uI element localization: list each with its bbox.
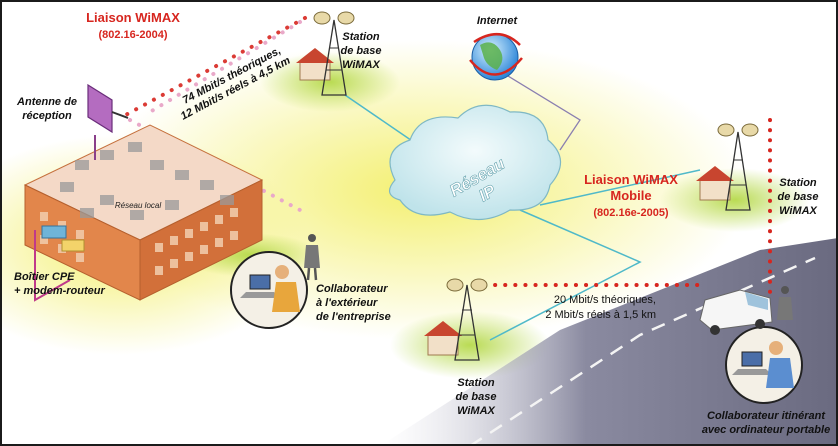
reception-antenna xyxy=(87,83,129,160)
mobile-link-title-line1: Liaison WiMAX xyxy=(584,172,678,187)
van xyxy=(699,289,773,335)
station-right-line2: de base xyxy=(778,191,819,203)
station-top-line1: Station xyxy=(342,31,380,43)
mobile-employee-line2: avec ordinateur portable xyxy=(702,424,830,436)
station-top-line3: WiMAX xyxy=(342,59,380,71)
office-building xyxy=(23,124,264,302)
ip-cloud xyxy=(389,104,562,221)
link-internet-ip xyxy=(494,67,581,151)
external-employee-line2: à l'extérieur xyxy=(316,297,378,309)
mobile-employee-line1: Collaborateur itinérant xyxy=(707,410,826,422)
base-station-top xyxy=(296,11,355,96)
station-bottom-line1: Station xyxy=(457,377,495,389)
cpe-label-line2: + modem-routeur xyxy=(14,285,105,297)
station-bottom-line3: WiMAX xyxy=(457,405,495,417)
station-right-glow xyxy=(660,168,810,232)
external-employee-line3: de l'entreprise xyxy=(316,311,391,323)
wimax-link-dots-light xyxy=(148,20,302,114)
base-station-right xyxy=(696,123,759,211)
local-network-label: Réseau local xyxy=(115,201,161,210)
base-station-bottom xyxy=(424,278,488,361)
station-top-glow xyxy=(260,52,400,112)
station-right-line3: WiMAX xyxy=(779,205,817,217)
link-ip-station-right xyxy=(539,169,701,206)
internet-label: Internet xyxy=(477,15,519,27)
station-top-line2: de base xyxy=(341,45,382,57)
mobile-rates-line1: 20 Mbit/s théoriques, xyxy=(554,294,656,306)
antenna-label-line2: réception xyxy=(22,110,72,122)
station-bottom-line2: de base xyxy=(456,391,497,403)
road xyxy=(380,238,838,446)
external-employee-line1: Collaborateur xyxy=(316,283,388,295)
road-markings xyxy=(469,256,816,446)
cpe-label-line1: Boîtier CPE xyxy=(14,271,75,283)
wimax-link-title: Liaison WiMAX xyxy=(86,10,180,25)
station-bottom-glow xyxy=(390,311,550,379)
mobile-link-title-line2: Mobile xyxy=(610,188,651,203)
mobile-employee-figure xyxy=(777,286,793,320)
wimax-link-standard: (802.16-2004) xyxy=(98,29,167,41)
mobile-employee-badge xyxy=(725,326,803,404)
antenna-label-line1: Antenne de xyxy=(16,96,77,108)
globe-icon xyxy=(469,33,523,81)
station-right-line1: Station xyxy=(779,177,817,189)
mobile-rates-line2: 2 Mbit/s réels à 1,5 km xyxy=(545,309,656,321)
mobile-link-standard: (802.16e-2005) xyxy=(593,207,669,219)
external-employee-figure xyxy=(304,234,320,281)
link-ip-station-bottom xyxy=(489,209,642,341)
external-employee-badge xyxy=(230,251,308,329)
